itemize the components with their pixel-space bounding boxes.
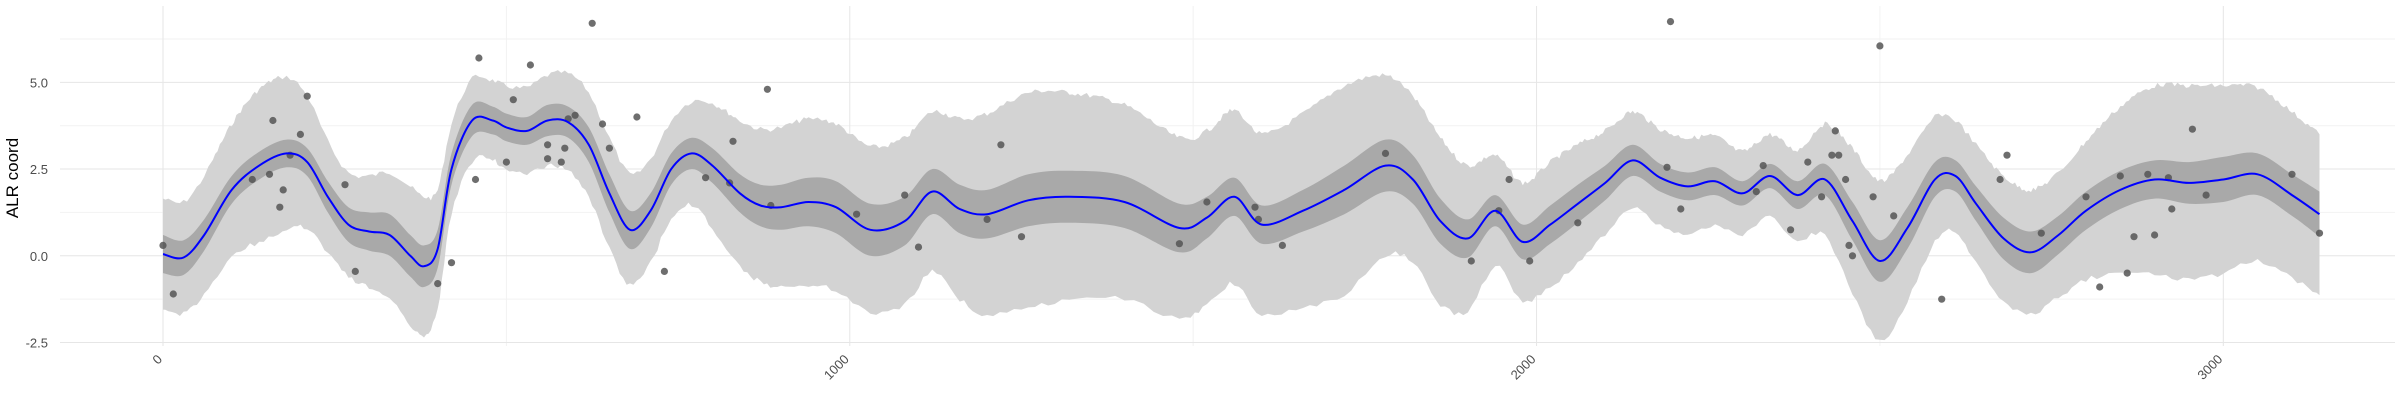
data-point (1526, 257, 1534, 265)
data-point (1203, 198, 1211, 206)
data-point (1505, 175, 1513, 184)
y-axis-title: ALR coord (3, 138, 22, 218)
data-point (1752, 188, 1760, 196)
data-point (544, 155, 552, 163)
data-point (1663, 163, 1671, 171)
data-point (475, 54, 483, 62)
data-point (1848, 252, 1857, 260)
y-tick-label: 0.0 (30, 249, 48, 264)
data-point (1804, 158, 1812, 166)
data-point (2130, 233, 2138, 241)
data-point (248, 175, 256, 184)
data-point (633, 113, 641, 121)
data-point (561, 144, 569, 152)
data-point (2096, 283, 2104, 291)
data-point (471, 175, 480, 184)
data-point (1835, 151, 1843, 159)
data-point (729, 137, 737, 145)
data-point (1938, 295, 1946, 303)
data-point (2315, 229, 2324, 237)
data-point (341, 181, 349, 189)
data-point (526, 61, 535, 69)
data-point (1381, 149, 1390, 157)
data-point (544, 141, 552, 149)
data-point (2151, 231, 2159, 239)
data-point (2003, 151, 2011, 159)
data-point (557, 158, 565, 166)
observation-points (159, 18, 2324, 303)
data-point (1017, 233, 1026, 241)
data-point (2188, 125, 2196, 133)
posterior-mean-line (162, 115, 2321, 268)
data-point (2116, 172, 2124, 180)
data-point (1876, 42, 1884, 50)
data-point (2123, 269, 2131, 277)
data-point (2082, 193, 2090, 201)
y-tick-label: -2.5 (26, 336, 48, 351)
data-point (1818, 193, 1826, 201)
data-point (276, 203, 284, 211)
data-point (571, 111, 579, 119)
data-point (1251, 203, 1259, 211)
data-point (853, 210, 861, 218)
y-axis-tick-labels: -2.5 0.0 2.5 5.0 (26, 75, 48, 350)
data-point (159, 241, 167, 249)
data-point (1828, 151, 1836, 159)
y-tick-label: 5.0 (30, 75, 48, 90)
data-point (2202, 191, 2210, 199)
data-point (1574, 219, 1582, 227)
data-point (763, 85, 772, 93)
data-point (702, 174, 710, 182)
data-point (2144, 170, 2152, 178)
data-point (169, 290, 177, 298)
data-point (588, 19, 596, 27)
data-point (351, 267, 359, 275)
data-point (901, 191, 909, 199)
data-point (1787, 226, 1795, 234)
data-point (265, 170, 274, 178)
data-point (1996, 175, 2004, 184)
data-point (1842, 175, 1850, 184)
inner-confidence-band (163, 101, 2320, 288)
data-point (1467, 257, 1475, 265)
y-tick-label: 2.5 (30, 162, 48, 177)
data-point (598, 120, 607, 128)
data-point (502, 158, 510, 166)
data-point (1759, 162, 1767, 170)
data-point (997, 141, 1005, 149)
data-point (447, 259, 456, 267)
data-point (1890, 212, 1898, 220)
data-point (509, 96, 517, 104)
data-point (1845, 241, 1853, 249)
data-point (2168, 205, 2176, 213)
data-point (434, 280, 442, 288)
data-point (660, 267, 669, 275)
data-point (1666, 18, 1675, 26)
data-point (1831, 127, 1839, 135)
data-point (2288, 170, 2296, 178)
data-point (2037, 229, 2045, 237)
data-point (296, 130, 304, 138)
data-point (914, 243, 923, 251)
data-point (983, 215, 991, 223)
data-point (1175, 240, 1183, 248)
data-point (303, 92, 311, 100)
data-point (269, 116, 277, 125)
data-point (1677, 205, 1685, 213)
data-point (605, 144, 614, 152)
data-point (1278, 241, 1286, 249)
data-point (279, 186, 287, 194)
data-point (1869, 193, 1877, 201)
